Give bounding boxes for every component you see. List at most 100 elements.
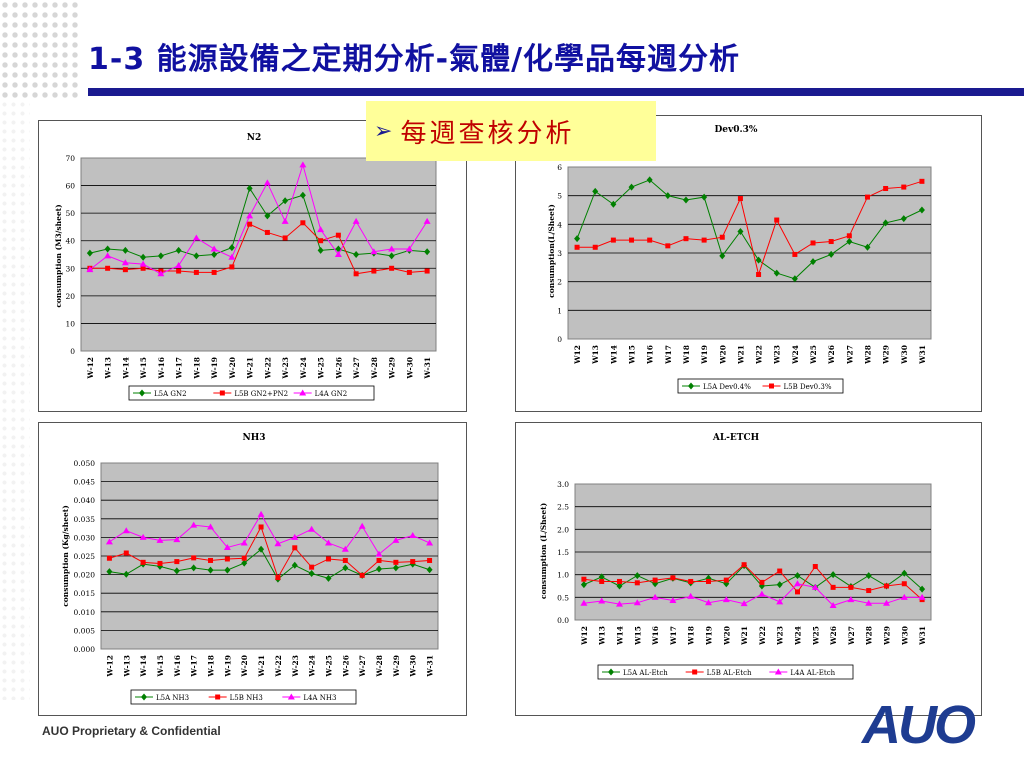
- data-point: [628, 183, 635, 191]
- data-point: [140, 559, 146, 565]
- data-point: [427, 557, 433, 563]
- data-point: [224, 556, 230, 562]
- y-tick-label: 0.025: [74, 552, 96, 561]
- y-tick-label: 1.5: [557, 548, 569, 557]
- x-tick-label: W-29: [392, 655, 401, 678]
- data-point: [616, 600, 623, 607]
- y-tick-label: 40: [65, 237, 75, 246]
- y-tick-label: 0.5: [557, 593, 569, 602]
- x-tick-label: W21: [736, 345, 745, 365]
- data-point: [309, 564, 315, 570]
- data-point: [617, 578, 622, 584]
- data-point: [192, 234, 200, 241]
- data-point: [901, 569, 908, 577]
- data-point: [317, 246, 324, 254]
- chart-panel-aletch: AL-ETCH 0.0 0.5 1.0 1.5 2.0 2.5 3.0 consumption …: [515, 422, 982, 716]
- data-point: [848, 584, 854, 590]
- legend-swatch-marker: [608, 668, 614, 676]
- legend-label: L5B NH3: [230, 694, 263, 702]
- x-tick-label: W-23: [281, 357, 290, 380]
- data-point: [776, 598, 784, 605]
- data-point: [86, 249, 93, 257]
- y-tick-label: 0.000: [74, 645, 96, 654]
- x-tick-label: W25: [809, 345, 818, 365]
- x-tick-label: W30: [900, 626, 909, 646]
- x-tick-label: W17: [669, 626, 678, 646]
- data-point: [275, 575, 281, 581]
- data-point: [777, 568, 783, 574]
- y-tick-label: 0.005: [74, 626, 96, 635]
- data-point: [864, 243, 871, 251]
- data-point: [207, 566, 214, 574]
- legend-label: L5B GN2+PN2: [234, 390, 288, 398]
- data-point: [901, 581, 907, 587]
- x-tick-label: W-19: [210, 357, 219, 380]
- x-tick-label: W-15: [139, 357, 148, 380]
- data-point: [901, 184, 907, 190]
- data-point: [866, 588, 872, 594]
- data-point: [918, 593, 926, 600]
- y-tick-label: 1.0: [557, 571, 569, 580]
- y-tick-label: 0.0: [557, 616, 569, 625]
- data-point: [359, 572, 365, 578]
- data-point: [388, 245, 396, 252]
- data-point: [105, 538, 113, 545]
- y-axis-label: consumption (M3/sheet): [54, 204, 63, 307]
- x-tick-label: W-31: [426, 655, 435, 678]
- y-tick-label: 4: [557, 220, 562, 229]
- data-point: [375, 550, 383, 557]
- x-tick-label: W19: [700, 345, 709, 365]
- data-point: [610, 237, 616, 243]
- data-point: [883, 186, 889, 191]
- data-point: [722, 596, 730, 603]
- data-point: [193, 269, 199, 275]
- y-tick-label: 5: [557, 192, 562, 201]
- x-tick-label: W-24: [299, 357, 308, 380]
- data-point: [388, 252, 395, 260]
- title-underline: [88, 88, 1024, 96]
- data-point: [371, 268, 377, 274]
- data-point: [174, 559, 180, 565]
- data-point: [228, 253, 236, 260]
- data-point: [274, 540, 282, 547]
- x-tick-label: W-17: [190, 655, 199, 678]
- data-point: [846, 233, 852, 239]
- data-point: [592, 244, 598, 250]
- x-tick-label: W28: [865, 626, 874, 646]
- x-tick-label: W18: [687, 626, 696, 646]
- y-tick-label: 0: [557, 335, 562, 344]
- weekly-review-callout: ➢ 每週查核分析: [366, 101, 656, 161]
- y-tick-label: 0.020: [74, 571, 96, 580]
- chart-panel-nh3: NH3 0.000 0.005 0.010 0.015 0.020 0.025 0.030 0.…: [38, 422, 467, 716]
- data-point: [246, 212, 254, 219]
- data-point: [737, 196, 743, 202]
- data-point: [334, 251, 342, 257]
- legend-swatch-marker: [774, 668, 782, 675]
- x-tick-label: W22: [755, 345, 764, 365]
- legend-label: L5A NH3: [156, 694, 189, 702]
- data-point: [173, 567, 180, 575]
- legend-swatch-marker: [141, 693, 147, 701]
- data-point: [701, 193, 708, 201]
- data-point: [139, 533, 147, 540]
- data-point: [919, 178, 925, 184]
- x-tick-label: W16: [646, 345, 655, 365]
- x-tick-label: W15: [628, 345, 637, 365]
- data-point: [376, 557, 382, 563]
- x-tick-label: W-27: [358, 655, 367, 678]
- data-point: [190, 521, 198, 528]
- x-tick-label: W24: [794, 626, 803, 646]
- data-point: [292, 545, 298, 551]
- data-point: [423, 217, 431, 224]
- x-tick-label: W-14: [121, 357, 130, 380]
- chart-panel-dev: Dev0.3% 0 1 2 3 4 5 6 consumption(L/Sheet) W12 W13…: [515, 115, 982, 412]
- x-tick-label: W29: [883, 626, 892, 646]
- data-point: [223, 543, 231, 550]
- x-tick-label: W31: [918, 626, 927, 646]
- y-tick-label: 6: [557, 163, 562, 172]
- y-tick-label: 0.040: [74, 496, 96, 505]
- data-point: [741, 562, 747, 568]
- data-point: [634, 572, 641, 580]
- series-line: [583, 583, 923, 607]
- data-point: [246, 184, 253, 192]
